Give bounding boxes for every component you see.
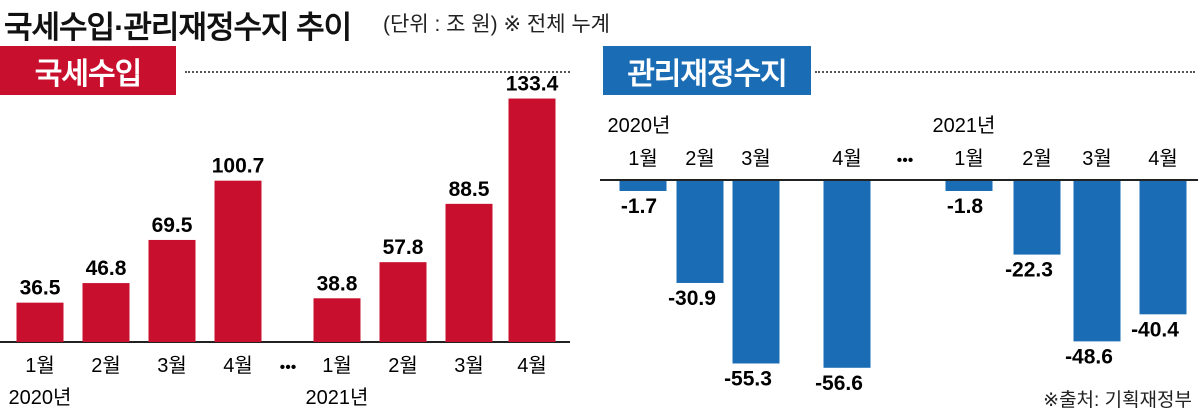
bar — [823, 181, 871, 368]
data-label: -40.4 — [1131, 318, 1179, 341]
tick-label: 2월 — [388, 354, 418, 377]
tick-label: 4월 — [223, 354, 253, 377]
tick-label: 3월 — [157, 354, 187, 377]
data-label: 100.7 — [212, 155, 265, 178]
data-label: 69.5 — [152, 214, 193, 237]
year-label: 2021년 — [933, 114, 996, 137]
tick-label: 1월 — [628, 147, 658, 170]
data-label: 36.5 — [20, 277, 61, 300]
page-title: 국세수입·관리재정수지 추이 — [4, 10, 352, 45]
bar — [214, 180, 262, 342]
bar — [1139, 181, 1187, 315]
divider — [185, 71, 570, 73]
data-label: -48.6 — [1065, 345, 1113, 368]
year-label: 2021년 — [306, 386, 369, 409]
data-label: 133.4 — [506, 73, 559, 96]
tick-label: 1월 — [322, 354, 352, 377]
tick-label: 4월 — [832, 147, 862, 170]
data-label: -1.7 — [621, 195, 657, 218]
bar — [619, 181, 667, 191]
tick-label: 4월 — [517, 354, 547, 377]
tick-label: 1월 — [25, 354, 55, 377]
bar — [945, 181, 993, 191]
bar — [16, 302, 64, 342]
bar — [732, 181, 780, 364]
tick-label: 1월 — [954, 147, 984, 170]
source-note: ※출처: 기획재정부 — [1043, 390, 1192, 411]
bar — [508, 98, 556, 342]
tick-label: 3월 — [454, 354, 484, 377]
bar — [445, 203, 493, 342]
data-label: 46.8 — [86, 257, 127, 280]
bar — [313, 298, 361, 342]
data-label: -56.6 — [815, 372, 863, 395]
unit-note: (단위 : 조 원) ※ 전체 누계 — [383, 13, 610, 36]
data-label: -30.9 — [668, 287, 716, 310]
gap-marker: ••• — [280, 359, 297, 376]
data-label: -22.3 — [1005, 259, 1053, 282]
bar — [676, 181, 724, 283]
tick-label: 2월 — [685, 147, 715, 170]
year-label: 2020년 — [9, 386, 72, 409]
bar — [1073, 181, 1121, 342]
bar — [82, 283, 130, 342]
data-label: -55.3 — [724, 367, 772, 390]
tick-label: 2월 — [91, 354, 121, 377]
balance-chart-title: 관리재정수지 — [603, 46, 811, 95]
year-label: 2020년 — [608, 114, 671, 137]
bar — [1013, 181, 1061, 255]
data-label: 57.8 — [383, 236, 424, 259]
tick-label: 3월 — [741, 147, 771, 170]
tick-label: 4월 — [1148, 147, 1178, 170]
gap-marker: ••• — [897, 152, 914, 169]
data-label: 38.8 — [317, 272, 358, 295]
tick-label: 3월 — [1082, 147, 1112, 170]
tick-label: 2월 — [1022, 147, 1052, 170]
data-label: -1.8 — [947, 195, 984, 218]
divider — [815, 71, 1195, 73]
bar — [148, 239, 196, 342]
bar — [379, 262, 427, 342]
revenue-chart-title: 국세수입 — [0, 46, 176, 95]
data-label: 88.5 — [449, 178, 490, 201]
